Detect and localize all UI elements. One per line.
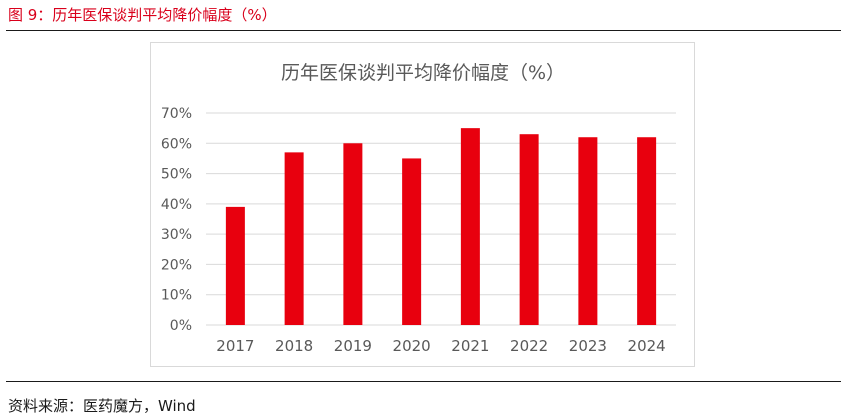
bar-2022 bbox=[519, 134, 539, 325]
x-tick-label-2021: 2021 bbox=[451, 337, 489, 355]
bar-2021 bbox=[460, 128, 480, 325]
x-tick-label-2024: 2024 bbox=[628, 337, 666, 355]
x-tick-label-2017: 2017 bbox=[216, 337, 254, 355]
bar-2019 bbox=[343, 143, 363, 325]
bar-chart: 历年医保谈判平均降价幅度（%） 0%10%20%30%40%50%60%70% … bbox=[161, 62, 676, 355]
bar-2017 bbox=[225, 206, 245, 325]
bar-2024 bbox=[637, 137, 657, 325]
y-tick-label: 40% bbox=[161, 197, 192, 213]
y-tick-label: 50% bbox=[161, 167, 192, 183]
y-tick-label: 30% bbox=[161, 227, 192, 243]
x-tick-label-2019: 2019 bbox=[334, 337, 372, 355]
y-tick-label: 70% bbox=[161, 106, 192, 122]
x-tick-label-2022: 2022 bbox=[510, 337, 548, 355]
figure-title: 图 9：历年医保谈判平均降价幅度（%） bbox=[8, 6, 277, 24]
bar-2023 bbox=[578, 137, 598, 325]
bar-2018 bbox=[284, 152, 304, 325]
gridlines bbox=[206, 112, 676, 326]
x-tick-label-2023: 2023 bbox=[569, 337, 607, 355]
y-tick-label: 20% bbox=[161, 257, 192, 273]
x-axis-ticks: 2017 2018 2019 2020 2021 2022 2023 2024 bbox=[216, 337, 665, 355]
top-rule bbox=[6, 30, 841, 31]
bars bbox=[225, 128, 657, 325]
chart-title: 历年医保谈判平均降价幅度（%） bbox=[281, 62, 565, 84]
y-tick-label: 0% bbox=[170, 318, 192, 334]
bottom-rule bbox=[6, 381, 841, 382]
x-tick-label-2018: 2018 bbox=[275, 337, 313, 355]
y-axis-ticks: 0% 10% 20% 30% 40% 50% 60% 70% bbox=[161, 106, 192, 334]
x-tick-label-2020: 2020 bbox=[393, 337, 431, 355]
y-tick-label: 60% bbox=[161, 136, 192, 152]
bar-2020 bbox=[402, 158, 422, 325]
chart-container: 历年医保谈判平均降价幅度（%） 0% 10% 20% 30% 40% 50% 60% 70% … bbox=[150, 42, 695, 367]
source-note: 资料来源：医药魔方，Wind bbox=[8, 397, 196, 415]
y-tick-label: 10% bbox=[161, 288, 192, 304]
